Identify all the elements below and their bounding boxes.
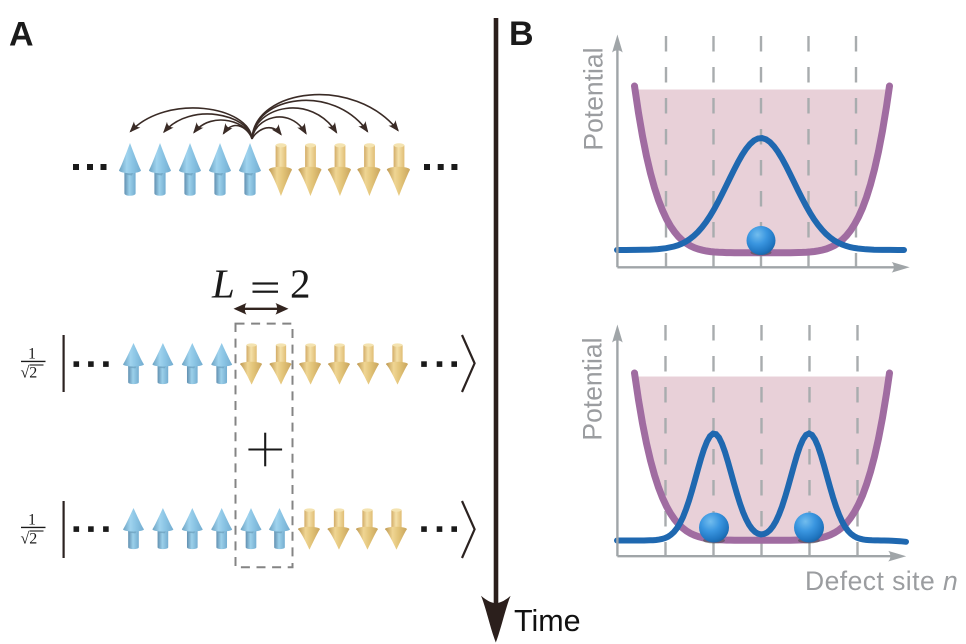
svg-text:Potential: Potential bbox=[578, 337, 608, 440]
svg-text:Defect site n: Defect site n bbox=[805, 566, 958, 596]
svg-text:1: 1 bbox=[28, 346, 36, 363]
svg-text:L: L bbox=[211, 261, 235, 307]
svg-text:Potential: Potential bbox=[579, 47, 609, 150]
svg-text:Time: Time bbox=[514, 604, 581, 638]
svg-text:√2: √2 bbox=[21, 365, 38, 382]
svg-text:√2: √2 bbox=[21, 531, 38, 548]
svg-text:B: B bbox=[509, 15, 534, 53]
svg-text:2: 2 bbox=[290, 261, 311, 307]
svg-text:1: 1 bbox=[28, 512, 36, 529]
svg-text:A: A bbox=[9, 16, 34, 54]
